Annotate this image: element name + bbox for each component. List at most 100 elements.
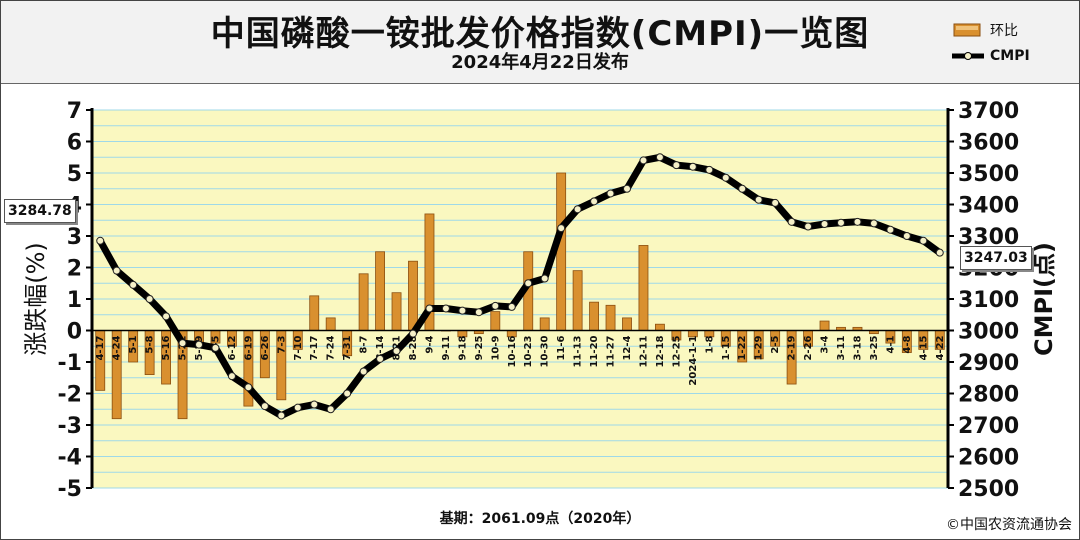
left-axis-tick-label: 6 [67,131,82,156]
end-value-callout: 3247.03 [960,246,1032,270]
x-tick-label: 5-22 [178,335,189,360]
bar-change [358,273,369,331]
cmpi-point [902,232,911,240]
left-axis-tick-label: 5 [67,162,82,187]
bar-change [622,317,632,331]
right-axis-tick-label: 3600 [958,131,1019,156]
x-tick-label: 2024-1-1 [688,335,699,385]
cmpi-point [129,280,138,289]
right-axis-tick-label: 2500 [958,477,1019,502]
x-tick-label: 3-11 [836,335,847,360]
cmpi-point [112,266,121,275]
cmpi-point [409,329,417,338]
chart-title: 中国磷酸一铵批发价格指数(CMPI)一览图 [210,14,870,54]
cmpi-point [738,184,747,193]
x-tick-label: 8-28 [408,335,419,360]
x-tick-label: 4-1 [885,335,896,353]
x-tick-label: 6-26 [260,335,271,360]
x-tick-label: 10-30 [540,335,551,367]
x-tick-label: 12-25 [671,335,682,367]
right-axis-tick-label: 2800 [958,383,1019,408]
left-axis-tick-label: 7 [67,99,82,124]
x-tick-label: 8-14 [375,335,386,360]
cmpi-point [606,189,615,198]
cmpi-point [326,405,335,414]
x-tick-label: 4-8 [902,335,913,353]
x-tick-label: 7-3 [276,335,287,353]
cmpi-point [425,304,434,313]
x-tick-label: 12-11 [638,335,649,367]
cmpi-point [540,274,549,283]
bar-change [539,317,550,331]
bar-change [589,301,600,331]
x-tick-label: 2-19 [787,335,798,360]
right-axis-tick-label: 2600 [958,446,1019,471]
bar-change [654,323,665,331]
x-tick-label: 4-22 [935,335,946,360]
bar-change [638,245,649,331]
cmpi-point [672,161,681,170]
x-tick-label: 3-25 [869,335,880,360]
legend: 环比 CMPI [950,20,1075,70]
left-axis-tick-label: -4 [58,446,82,471]
x-tick-label: 10-9 [490,335,501,360]
right-axis-tick-label: 2900 [958,351,1019,376]
cmpi-point [820,220,829,229]
bar-change [375,251,386,331]
cmpi-point [804,222,813,231]
x-tick-label: 5-16 [161,335,172,360]
left-axis-tick-label: 2 [67,257,82,282]
header-band [1,1,1079,84]
cmpi-point [458,306,467,315]
x-tick-label: 12-4 [622,335,633,360]
cmpi-point [293,403,302,412]
right-axis-tick-label: 3300 [958,225,1019,250]
cmpi-point [688,162,697,171]
x-tick-label: 11-13 [573,335,584,367]
x-tick-label: 1-22 [737,335,748,360]
cmpi-point [178,339,187,348]
cmpi-point [639,156,648,165]
x-tick-label: 7-31 [342,335,353,360]
cmpi-point [195,340,203,349]
x-tick-label: 5-1 [128,335,139,353]
x-tick-label: 2-5 [770,335,781,353]
x-tick-label: 4-17 [95,335,106,360]
cmpi-point [886,225,895,234]
legend-line-swatch [952,52,984,60]
right-axis-tick-label: 3400 [958,194,1019,219]
x-tick-label: 2-26 [803,335,814,360]
cmpi-point [145,295,154,303]
x-tick-label: 4-15 [918,335,929,360]
cmpi-point [853,217,862,226]
right-axis-tick-label: 3500 [958,162,1019,187]
left-axis-label: 涨跌幅(%) [22,242,50,356]
x-tick-label: 3-18 [852,335,863,360]
x-tick-label: 6-12 [227,335,238,360]
x-tick-label: 9-4 [424,335,435,353]
cmpi-line [96,153,944,420]
cmpi-point [837,218,845,227]
left-axis-tick-label: -5 [58,477,82,502]
left-axis-tick-label: 0 [67,320,82,345]
right-axis-tick-label: 3000 [958,320,1019,345]
cmpi-point [573,205,582,214]
bar-change [309,295,320,331]
cmpi-point [474,308,483,317]
right-axis-label: CMPI(点) [1030,242,1058,356]
cmpi-point [162,312,171,321]
cmpi-point [260,402,269,411]
start-value-callout: 3284.78 [4,199,76,223]
bar-change [408,260,418,331]
cmpi-point [655,153,664,162]
copyright-note: ©中国农资流通协会 [946,517,1072,533]
x-tick-label: 9-25 [474,335,485,360]
left-axis-tick-label: 3 [67,225,82,250]
left-axis-tick-label: -2 [58,383,82,408]
x-tick-label: 1-15 [721,335,732,360]
right-axis-tick-label: 3700 [958,99,1019,124]
cmpi-point [277,411,286,420]
cmpi-point [623,184,631,193]
bar-change [819,320,830,331]
